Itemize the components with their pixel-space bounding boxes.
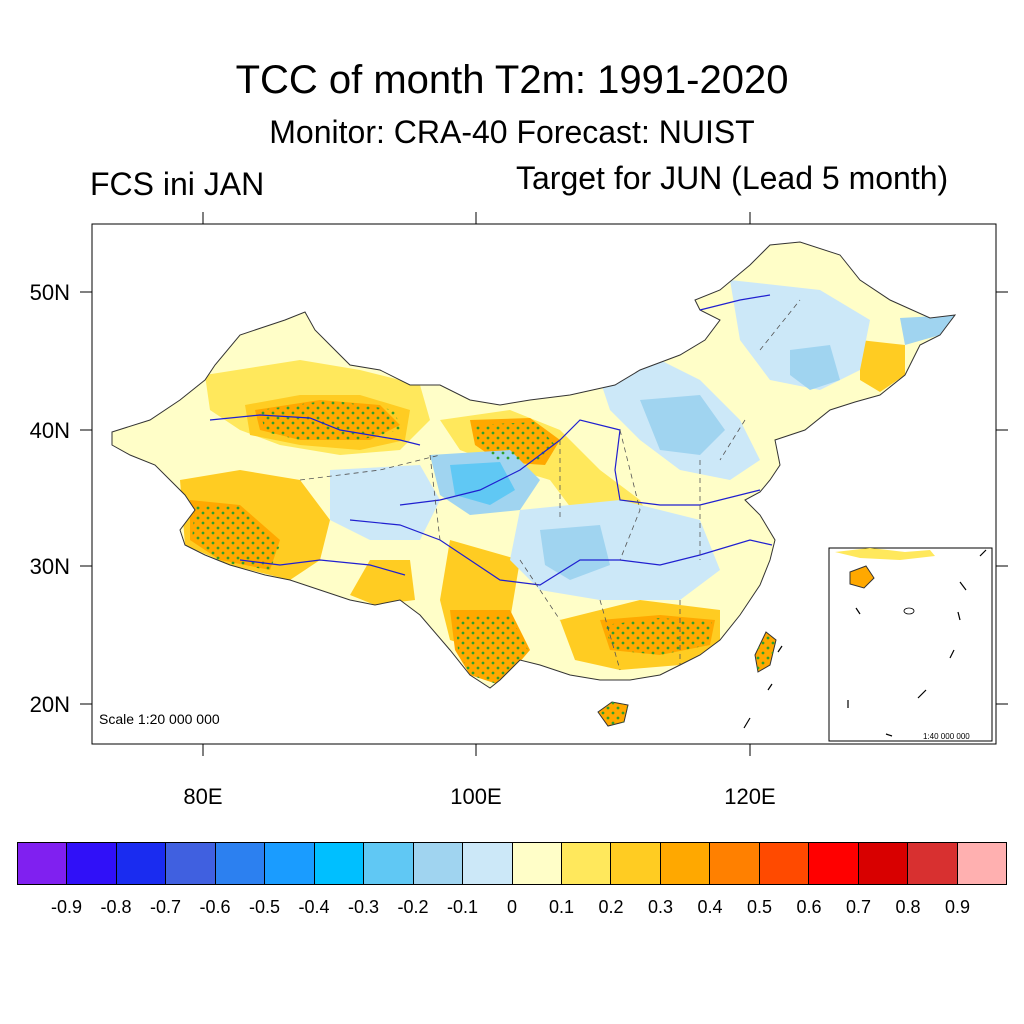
colorbar-cell bbox=[561, 843, 612, 884]
lon-label-120e: 120E bbox=[724, 784, 776, 809]
colorbar-cell bbox=[463, 843, 513, 884]
colorbar-tick-label: 0.8 bbox=[895, 897, 921, 917]
lat-label-40n: 40N bbox=[29, 418, 70, 443]
colorbar-tick-label: 0.7 bbox=[845, 897, 872, 917]
colorbar-tick-label: 0.6 bbox=[796, 897, 822, 917]
inset-dashes bbox=[743, 549, 987, 737]
colorbar-tick-label: -0.2 bbox=[397, 897, 429, 917]
axis-ticks bbox=[80, 212, 1008, 756]
colorbar-tick-label: 0.2 bbox=[598, 897, 624, 917]
chart-subtitle: Monitor: CRA-40 Forecast: NUIST bbox=[269, 114, 755, 150]
colorbar-cell bbox=[364, 843, 414, 884]
river-amur bbox=[699, 294, 771, 311]
colorbar bbox=[17, 842, 1007, 885]
colorbar-cell bbox=[957, 843, 1007, 884]
colorbar-cell bbox=[314, 843, 365, 884]
colorbar-tick-label: 0 bbox=[506, 897, 517, 917]
colorbar-cell bbox=[18, 843, 68, 884]
colorbar-cell bbox=[611, 843, 661, 884]
lat-label-30n: 30N bbox=[29, 554, 70, 579]
colorbar-cell bbox=[858, 843, 909, 884]
colorbar-tick-label: -0.8 bbox=[100, 897, 132, 917]
lon-label-80e: 80E bbox=[183, 784, 223, 809]
colorbar-tick-label: 0.4 bbox=[697, 897, 723, 917]
colorbar-tick-label: -0.6 bbox=[199, 897, 231, 917]
lon-label-100e: 100E bbox=[450, 784, 502, 809]
colorbar-cell bbox=[413, 843, 464, 884]
scale-label: Scale 1:20 000 000 bbox=[99, 711, 220, 727]
inset-coast bbox=[835, 548, 935, 560]
colorbar-cell bbox=[265, 843, 315, 884]
colorbar-cell bbox=[710, 843, 760, 884]
colorbar-tick-label: 0.1 bbox=[548, 897, 575, 917]
inset-island bbox=[903, 607, 915, 615]
colorbar-cell bbox=[759, 843, 810, 884]
colorbar-tick-label: -0.4 bbox=[298, 897, 330, 917]
colorbar-cell bbox=[809, 843, 859, 884]
colorbar-tick-label: 0.9 bbox=[944, 897, 971, 917]
colorbar-tick-label: -0.1 bbox=[446, 897, 479, 917]
colorbar-cell bbox=[512, 843, 562, 884]
colorbar-tick-label: -0.5 bbox=[248, 897, 281, 917]
province-borders bbox=[299, 299, 801, 671]
colorbar-tick-label: 0.5 bbox=[746, 897, 773, 917]
colorbar-tick-label: -0.7 bbox=[149, 897, 182, 917]
lat-label-20n: 20N bbox=[29, 692, 70, 717]
init-label: FCS ini JAN bbox=[90, 166, 265, 202]
colorbar-tick-label: -0.9 bbox=[50, 897, 83, 917]
china-border bbox=[111, 241, 957, 689]
colorbar-cell bbox=[67, 843, 117, 884]
hainan-stipple bbox=[598, 702, 628, 726]
colorbar-tick-label: 0.3 bbox=[647, 897, 674, 917]
river-tarim bbox=[209, 414, 421, 446]
inset-hainan bbox=[849, 565, 875, 589]
taiwan-stipple bbox=[755, 632, 776, 672]
colorbar-tick-label: -0.3 bbox=[347, 897, 380, 917]
colorbar-cell bbox=[166, 843, 216, 884]
river-yangtze bbox=[349, 519, 773, 586]
river-yellow bbox=[399, 419, 761, 506]
chart-title: TCC of month T2m: 1991-2020 bbox=[235, 58, 789, 102]
river-yarlung bbox=[239, 559, 406, 576]
lat-label-50n: 50N bbox=[29, 280, 70, 305]
colorbar-cell bbox=[660, 843, 711, 884]
colorbar-cell bbox=[116, 843, 167, 884]
inset-scale-label: 1:40 000 000 bbox=[923, 732, 970, 741]
colorbar-cell bbox=[908, 843, 958, 884]
colorbar-cell bbox=[215, 843, 266, 884]
target-label: Target for JUN (Lead 5 month) bbox=[516, 160, 949, 196]
